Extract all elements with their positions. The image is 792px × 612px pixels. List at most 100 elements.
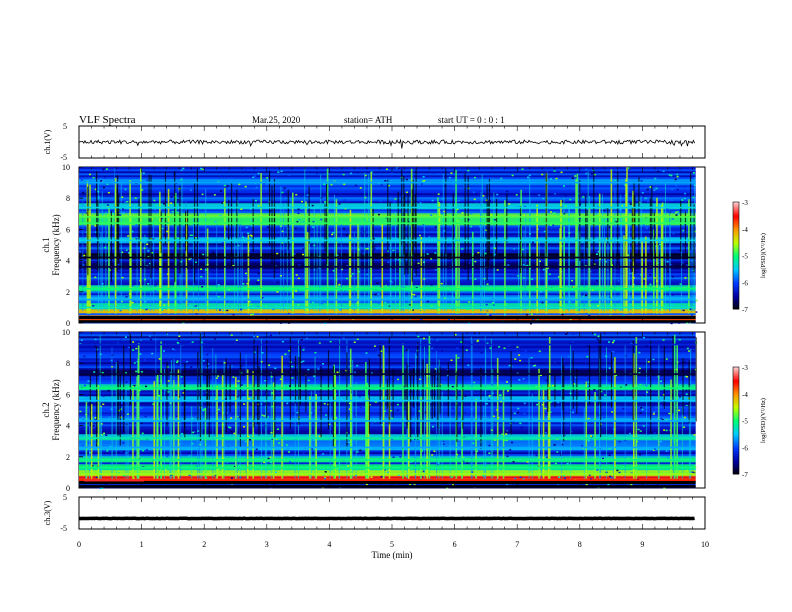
sferic-streak xyxy=(690,225,692,314)
sferic-streak xyxy=(692,204,694,314)
dark-streak xyxy=(695,337,697,422)
spectrogram-cell xyxy=(454,333,457,336)
sferic-streak xyxy=(272,382,275,479)
spectrogram-cell xyxy=(503,347,506,349)
figure-title: VLF Spectra xyxy=(79,114,136,126)
spectrogram-cell xyxy=(246,282,249,285)
spectrogram-cell xyxy=(491,302,494,304)
spectrogram-cell xyxy=(310,342,313,345)
spectrogram-cell xyxy=(461,212,464,214)
sferic-streak xyxy=(89,408,91,479)
sferic-streak xyxy=(470,336,472,479)
ytick-label: 8 xyxy=(66,359,70,368)
spectrogram-cell xyxy=(288,174,291,176)
spectrogram-cell xyxy=(134,197,137,199)
spectrogram-cell xyxy=(106,335,109,338)
spectrogram-cell xyxy=(451,382,454,384)
dark-streak xyxy=(87,186,89,276)
spectrogram-cell xyxy=(607,484,610,486)
sferic-streak xyxy=(155,337,157,479)
spectrogram-cell xyxy=(386,284,389,286)
spectrogram-cell xyxy=(295,193,298,196)
spectrogram-cell xyxy=(605,269,608,271)
spectrogram-cell xyxy=(686,376,689,378)
spectrogram-cell xyxy=(102,168,105,171)
spectrogram-cell xyxy=(472,442,475,444)
spectrogram-cell xyxy=(670,322,673,325)
dark-streak xyxy=(193,183,196,283)
spectrogram-cell xyxy=(686,322,689,324)
spectrogram-cell xyxy=(285,444,288,446)
spectrogram-cell xyxy=(641,191,644,194)
low-frequency-band xyxy=(79,485,696,488)
spectrogram-cell xyxy=(188,258,191,261)
spectrogram-cell xyxy=(390,410,393,412)
dark-streak xyxy=(598,339,600,406)
spectrogram-cell xyxy=(456,208,459,211)
sferic-streak xyxy=(436,350,438,479)
spectrogram-row xyxy=(79,374,696,377)
xtick-label: 1 xyxy=(140,540,144,549)
sferic-streak xyxy=(111,375,113,479)
spectrogram-cell xyxy=(394,198,397,200)
spectrogram-cell xyxy=(615,221,618,223)
spectrogram-cell xyxy=(505,439,508,442)
spectrogram-cell xyxy=(249,208,252,210)
spectrogram-cell xyxy=(408,304,411,306)
spectrogram-cell xyxy=(673,197,676,200)
time-axis-label: Time (min) xyxy=(372,550,413,560)
spectrogram-cell xyxy=(272,308,275,311)
spectrogram-cell xyxy=(125,381,128,383)
spectrogram-cell xyxy=(362,253,365,255)
spectrogram-cell xyxy=(591,289,594,291)
sferic-streak xyxy=(260,172,262,314)
spectrogram-cell xyxy=(318,409,321,411)
spectrogram-cell xyxy=(130,242,133,245)
spectrogram-cell xyxy=(653,448,656,450)
colorbar-segment xyxy=(733,219,739,223)
spectrogram-cell xyxy=(550,178,553,180)
spectrogram-cell xyxy=(191,341,194,343)
dark-streak xyxy=(689,172,692,250)
ytick-label: 6 xyxy=(66,390,70,399)
colorbar-segment xyxy=(733,399,739,402)
sferic-streak xyxy=(620,217,622,314)
spectrogram-cell xyxy=(242,389,245,392)
spectrogram-cell xyxy=(616,425,619,428)
spectrogram-cell xyxy=(102,374,105,377)
spectrogram-cell xyxy=(366,218,369,221)
sferic-streak xyxy=(568,204,570,314)
sferic-streak xyxy=(264,405,266,479)
dark-streak xyxy=(117,360,119,437)
spectrogram-cell xyxy=(584,294,587,297)
spectrogram-cell xyxy=(281,198,284,200)
spectrogram-cell xyxy=(508,203,511,205)
spectrogram-cell xyxy=(492,451,495,454)
colorbar-segment xyxy=(733,393,739,397)
spectrogram-cell xyxy=(574,175,577,177)
spectrogram-cell xyxy=(133,362,136,364)
spectrogram-cell xyxy=(266,416,269,418)
colorbar-segment xyxy=(733,383,739,386)
spectrogram-cell xyxy=(186,427,189,430)
spectrogram-cell xyxy=(135,347,138,350)
sferic-streak xyxy=(105,211,107,314)
spectrogram-cell xyxy=(473,198,476,201)
dark-streak xyxy=(387,179,389,252)
colorbar-segment xyxy=(733,397,739,400)
spectrogram-cell xyxy=(144,385,147,388)
spectrogram-cell xyxy=(132,477,135,479)
spectrogram-cell xyxy=(409,483,412,486)
spectrogram-row xyxy=(79,301,696,304)
spectrogram-cell xyxy=(504,314,507,316)
spectrogram-cell xyxy=(600,390,603,393)
spectrogram-cell xyxy=(162,389,165,392)
spectrogram-cell xyxy=(471,340,474,343)
spectrogram-cell xyxy=(119,214,122,216)
dark-streak xyxy=(412,179,414,256)
spectrogram-row xyxy=(79,416,696,419)
spectrogram-cell xyxy=(526,461,529,463)
spectrogram-row xyxy=(79,484,696,487)
spectrogram-cell xyxy=(391,281,394,284)
